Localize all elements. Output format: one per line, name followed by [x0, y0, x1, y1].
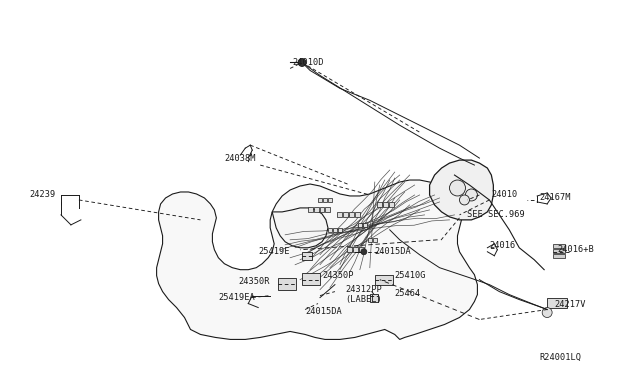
Bar	[337, 212, 342, 217]
Bar	[375, 275, 393, 285]
Bar	[553, 254, 565, 258]
Circle shape	[542, 308, 552, 318]
Bar	[302, 273, 320, 285]
Text: 24167M: 24167M	[539, 193, 571, 202]
Bar	[358, 223, 362, 227]
Text: 24016: 24016	[490, 241, 516, 250]
Bar	[547, 298, 567, 308]
Text: 24350P: 24350P	[322, 271, 353, 280]
Text: 24350R: 24350R	[238, 277, 270, 286]
Circle shape	[460, 195, 469, 205]
Bar	[349, 212, 355, 217]
Bar	[333, 228, 337, 232]
Bar	[338, 228, 342, 232]
Circle shape	[465, 189, 477, 201]
Text: 25419EA: 25419EA	[218, 293, 255, 302]
Bar	[363, 223, 367, 227]
Bar	[302, 252, 312, 260]
Bar	[328, 228, 332, 232]
Bar	[370, 294, 378, 302]
Bar	[326, 208, 330, 212]
Bar	[323, 198, 327, 202]
Bar	[389, 202, 394, 208]
Polygon shape	[272, 208, 328, 248]
Bar	[373, 238, 377, 242]
Bar	[328, 198, 332, 202]
Text: 24312PP
(LABEL): 24312PP (LABEL)	[345, 285, 381, 304]
Polygon shape	[429, 160, 493, 220]
Text: 25464: 25464	[395, 289, 421, 298]
Text: SEE SEC.969: SEE SEC.969	[467, 211, 525, 219]
Bar	[319, 208, 324, 212]
Text: 24016+B: 24016+B	[557, 245, 594, 254]
Polygon shape	[157, 180, 477, 339]
Bar	[553, 249, 565, 253]
Circle shape	[449, 180, 465, 196]
Text: 25410G: 25410G	[395, 271, 426, 280]
Bar	[383, 202, 388, 208]
Text: 24015DA: 24015DA	[375, 247, 412, 256]
Text: R24001LQ: R24001LQ	[539, 353, 581, 362]
Bar	[278, 278, 296, 290]
Circle shape	[361, 249, 367, 255]
Circle shape	[298, 58, 306, 67]
Bar	[348, 247, 353, 252]
Bar	[378, 202, 382, 208]
Text: 24015DA: 24015DA	[305, 307, 342, 316]
Text: 25419E: 25419E	[258, 247, 290, 256]
Text: 24010: 24010	[492, 190, 518, 199]
Bar	[359, 247, 364, 252]
Bar	[344, 212, 348, 217]
Bar	[308, 208, 312, 212]
Bar	[318, 198, 322, 202]
Text: 24217V: 24217V	[554, 300, 586, 309]
Bar	[368, 238, 372, 242]
Bar	[314, 208, 319, 212]
Text: 24010D: 24010D	[292, 58, 324, 67]
Text: 24038M: 24038M	[225, 154, 256, 163]
Bar	[553, 244, 565, 248]
Bar	[355, 212, 360, 217]
Text: 24239: 24239	[29, 190, 55, 199]
Bar	[353, 247, 358, 252]
